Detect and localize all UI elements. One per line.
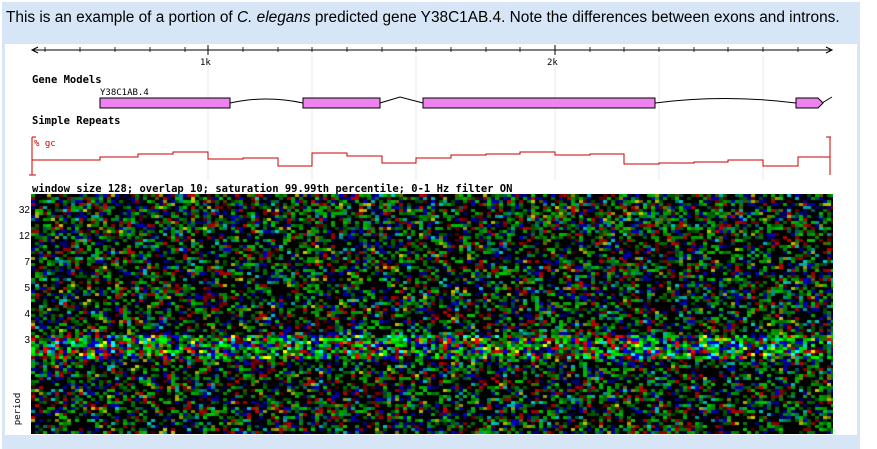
ruler [30,45,834,55]
y-tick-32: 32 [18,205,30,216]
y-tick-5: 5 [24,283,30,294]
gene-model-y38c1ab4[interactable] [99,96,833,109]
exon-3 [422,97,656,109]
simple-repeats-track-title[interactable]: Simple Repeats [32,115,121,127]
y-tick-4: 4 [24,309,30,320]
gc-label: % gc [34,139,56,149]
gc-content-track [29,136,831,176]
caption-prefix: This is an example of a portion of [6,9,237,26]
periodicity-heatmap [31,194,833,434]
exon-1 [99,97,231,109]
caption-suffix: predicted gene Y38C1AB.4. Note the diffe… [310,9,840,26]
y-tick-3: 3 [24,335,30,346]
y-axis-label: period [13,392,23,426]
caption-species: C. elegans [236,9,311,26]
exon-2 [302,97,381,109]
gene-label[interactable]: Y38C1AB.4 [100,88,149,98]
y-tick-12: 12 [18,231,30,242]
ruler-label-2k: 2k [547,58,558,68]
heatmap-title: window size 128; overlap 10; saturation … [32,183,513,195]
y-tick-7: 7 [24,257,30,268]
grid-lines [207,56,764,180]
ruler-label-1k: 1k [200,58,211,68]
gene-models-track-title[interactable]: Gene Models [32,74,102,86]
page-caption: This is an example of a portion of C. el… [6,9,846,26]
exon-4 [795,97,824,109]
